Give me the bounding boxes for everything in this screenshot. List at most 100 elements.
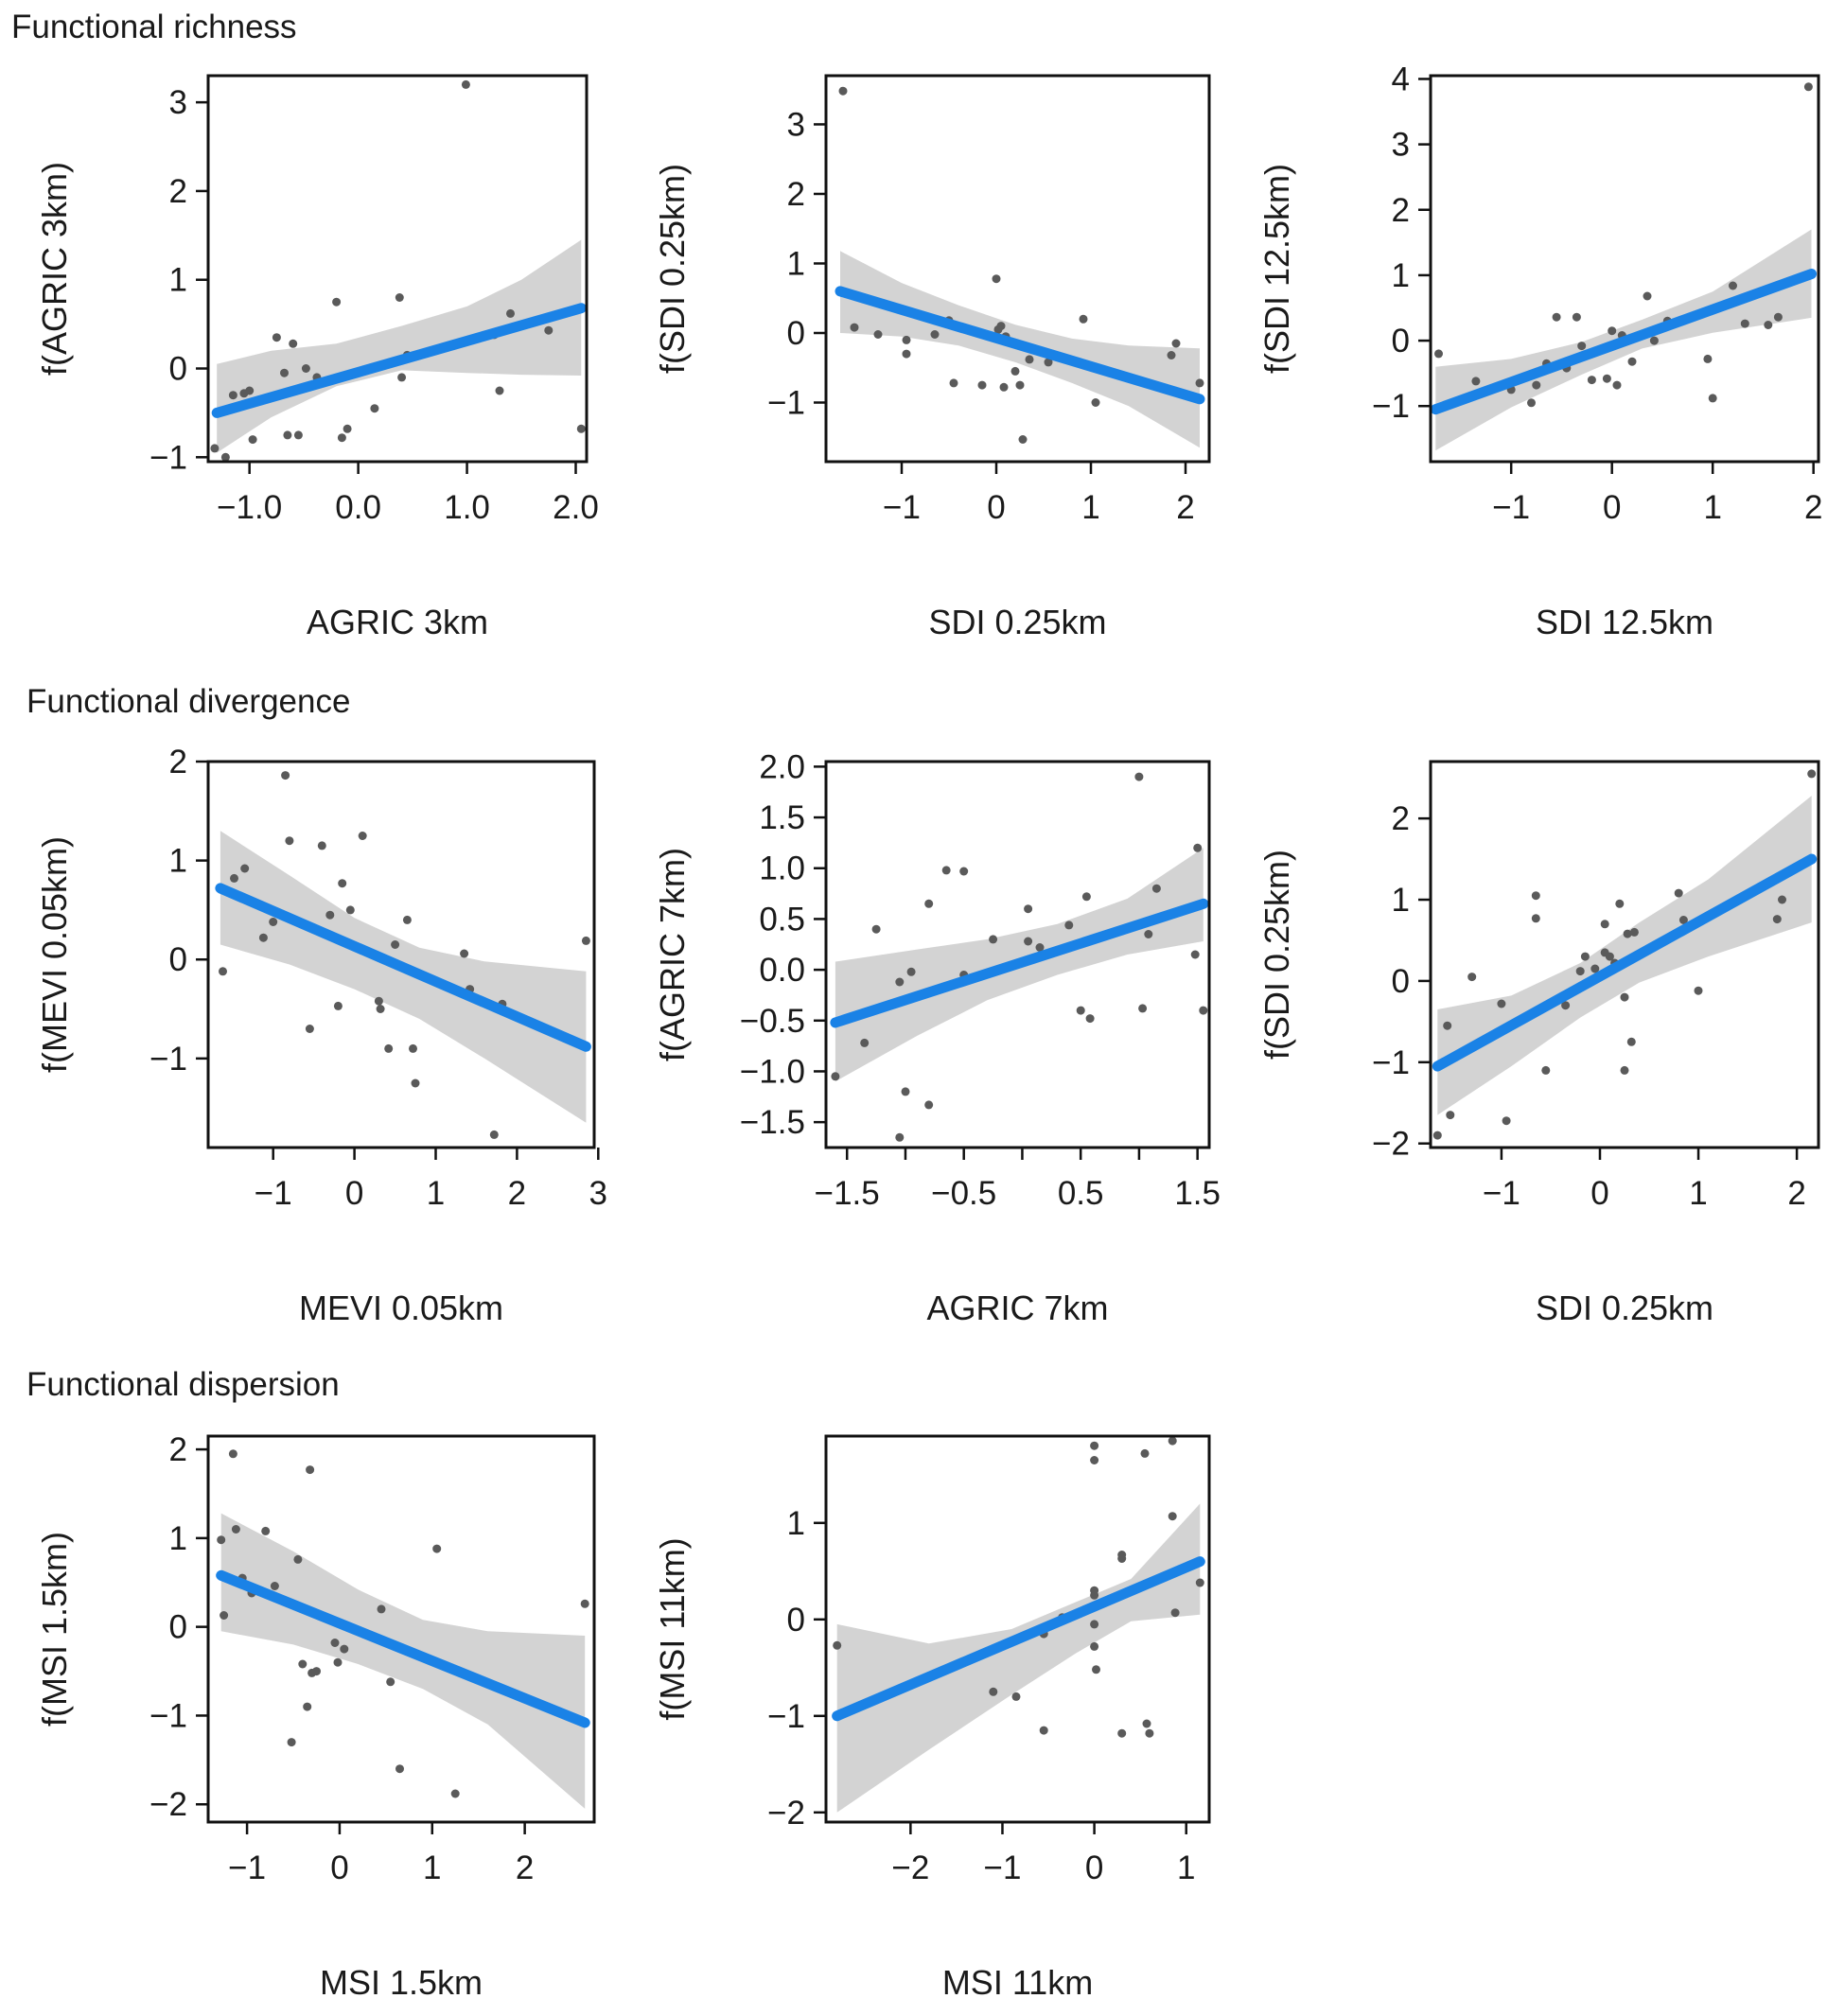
y-tick-label: −1.5: [740, 1104, 805, 1141]
y-tick-label: −2: [149, 1786, 187, 1823]
data-point: [1532, 380, 1541, 390]
data-point: [895, 1132, 905, 1142]
fit-line: [1430, 269, 1818, 415]
data-point: [210, 444, 220, 453]
scatter-panel-5: −1.5 −0.5 0.5 1.5 −1.5 −1.0 −0.5 0.0 0.5 1.0 1.5 2.…: [653, 748, 1221, 1327]
y-tick-label: −1: [149, 439, 187, 476]
data-point: [231, 1525, 240, 1534]
y-tick-label: 2: [787, 176, 805, 213]
data-point: [1090, 1441, 1099, 1450]
x-axis-title: MEVI 0.05km: [299, 1288, 503, 1327]
data-point: [1764, 321, 1773, 329]
data-point: [1605, 952, 1614, 961]
y-tick-label: −1: [149, 1041, 187, 1078]
x-tick-label: 1.5: [1174, 1175, 1221, 1212]
y-tick-label: 1: [1392, 257, 1410, 294]
scatter-panel-2: −1 0 1 2 −1 0 1 2 3 SDI 0.25km f(SDI 0.25km): [653, 74, 1211, 641]
data-point: [395, 1764, 404, 1774]
y-tick-label: 0: [169, 351, 187, 388]
confidence-band: [217, 239, 582, 453]
data-point: [312, 1667, 321, 1676]
data-point: [386, 1677, 395, 1687]
fit-line: [1432, 853, 1818, 1072]
x-tick-label: 0.5: [1058, 1175, 1104, 1212]
data-point: [1649, 336, 1659, 345]
data-point: [1561, 1001, 1571, 1010]
x-axis-title: MSI 1.5km: [320, 1963, 483, 2002]
data-point: [1064, 920, 1074, 930]
data-point: [337, 433, 346, 443]
x-tick-label: −1: [228, 1849, 266, 1886]
data-point: [1772, 915, 1782, 924]
data-point: [1674, 888, 1683, 898]
plot-frame: [206, 760, 596, 1149]
data-point: [1729, 281, 1737, 290]
x-tick-label: 2: [516, 1849, 534, 1886]
data-point: [228, 391, 237, 400]
y-tick-label: −1: [1372, 388, 1410, 425]
data-point: [1018, 435, 1028, 444]
y-tick-label: −1: [149, 1697, 187, 1734]
y-tick-label: 2: [169, 1431, 187, 1468]
data-point: [450, 1789, 460, 1798]
data-point: [230, 873, 238, 883]
data-point: [1575, 967, 1585, 976]
data-point: [1773, 312, 1783, 322]
x-tick-label: 1: [1689, 1175, 1707, 1212]
data-point: [576, 424, 586, 433]
fit-line: [216, 1569, 590, 1728]
data-point: [1142, 1719, 1151, 1728]
y-tick-label: 1.5: [759, 799, 805, 836]
y-tick-label: 3: [787, 106, 805, 143]
data-point: [1076, 1006, 1085, 1015]
x-tick-label: −1.0: [217, 489, 282, 526]
data-point: [1602, 374, 1611, 383]
section-title-dispersion: Functional dispersion: [26, 1366, 340, 1403]
data-point: [228, 1449, 237, 1459]
y-tick-label: −1: [1372, 1044, 1410, 1081]
data-point: [1117, 1554, 1127, 1563]
x-tick-label: −1: [883, 489, 921, 526]
confidence-band: [836, 1503, 1201, 1813]
data-point: [895, 977, 905, 987]
y-tick-label: −2: [1372, 1126, 1410, 1163]
data-point: [298, 1659, 308, 1669]
x-tick-label: 0: [345, 1175, 363, 1212]
confidence-band: [220, 1513, 586, 1809]
data-point: [989, 935, 998, 944]
data-point: [1541, 1065, 1551, 1075]
data-point: [409, 1043, 417, 1053]
data-point: [1590, 964, 1600, 973]
data-point: [1471, 377, 1481, 386]
data-point: [999, 382, 1009, 392]
data-point: [270, 1582, 279, 1590]
fit-line: [830, 898, 1209, 1028]
data-point: [1091, 398, 1100, 407]
data-point: [1623, 929, 1632, 938]
data-point: [1694, 986, 1703, 995]
data-point: [333, 1001, 343, 1010]
y-tick-label: 0: [1392, 323, 1410, 359]
data-point: [1502, 1116, 1511, 1126]
x-tick-label: −0.5: [931, 1175, 996, 1212]
data-point: [301, 364, 310, 373]
plot-frame: [206, 74, 589, 464]
data-point: [240, 864, 250, 873]
x-axis-title: SDI 0.25km: [928, 603, 1106, 641]
data-point: [220, 1611, 229, 1620]
data-point: [217, 1535, 226, 1545]
data-point: [411, 1078, 420, 1088]
x-tick-label: 3: [589, 1175, 607, 1212]
y-tick-label: 2: [169, 173, 187, 210]
data-point: [506, 308, 515, 318]
data-point: [871, 924, 881, 934]
data-point: [1572, 312, 1581, 322]
data-point: [1035, 943, 1045, 952]
data-point: [305, 1025, 314, 1033]
data-point: [285, 836, 294, 846]
y-axis-title: f(AGRIC 3km): [35, 162, 74, 376]
data-point: [838, 86, 848, 96]
data-point: [333, 1657, 343, 1667]
data-point: [1090, 1641, 1099, 1651]
data-point: [248, 435, 257, 445]
